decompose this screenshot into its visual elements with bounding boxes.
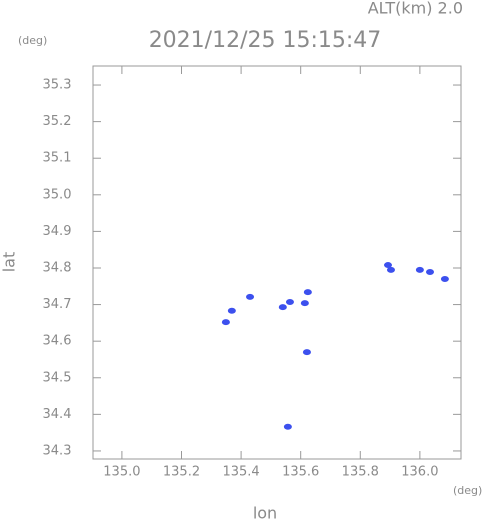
- echo-cell: [302, 349, 311, 356]
- x-tick-label: 135.8: [342, 465, 379, 480]
- x-tick-label: 136.0: [401, 465, 438, 480]
- x-tick-label: 135.0: [103, 465, 140, 480]
- y-tick-label: 35.0: [43, 187, 72, 202]
- echo-cell: [227, 307, 236, 314]
- y-tick-label: 34.4: [43, 407, 72, 422]
- y-tick-label: 34.9: [43, 224, 72, 239]
- echo-cell: [440, 275, 449, 282]
- x-tick-label: 135.2: [163, 465, 200, 480]
- y-unit: (deg): [18, 34, 47, 47]
- echo-cell: [278, 304, 287, 311]
- y-tick-label: 35.3: [43, 78, 72, 93]
- echo-cell: [386, 266, 395, 273]
- x-tick-label: 135.4: [222, 465, 259, 480]
- y-tick-label: 35.2: [43, 114, 72, 129]
- y-tick-label: 35.1: [43, 151, 72, 166]
- x-tick-label: 135.6: [282, 465, 319, 480]
- y-tick-label: 34.7: [43, 297, 72, 312]
- echo-cell: [285, 299, 294, 306]
- y-tick-label: 34.8: [43, 260, 72, 275]
- y-tick-label: 34.5: [43, 370, 72, 385]
- y-tick-label: 34.6: [43, 334, 72, 349]
- plot-frame: [92, 65, 462, 460]
- echo-cell: [246, 293, 255, 300]
- chart-title: 2021/12/25 15:15:47: [149, 28, 382, 53]
- y-tick-label: 34.3: [43, 443, 72, 458]
- echo-cell: [383, 262, 392, 269]
- echo-cell: [221, 319, 230, 326]
- x-axis-title: lon: [253, 504, 277, 522]
- echo-cell: [300, 300, 309, 307]
- echo-cell: [303, 289, 312, 296]
- echo-cell: [283, 423, 292, 430]
- y-axis-title: lat: [0, 252, 19, 273]
- altitude-label: ALT(km) 2.0: [368, 0, 463, 18]
- echo-cell: [415, 266, 424, 273]
- echo-cell: [426, 269, 435, 276]
- x-unit: (deg): [453, 484, 482, 497]
